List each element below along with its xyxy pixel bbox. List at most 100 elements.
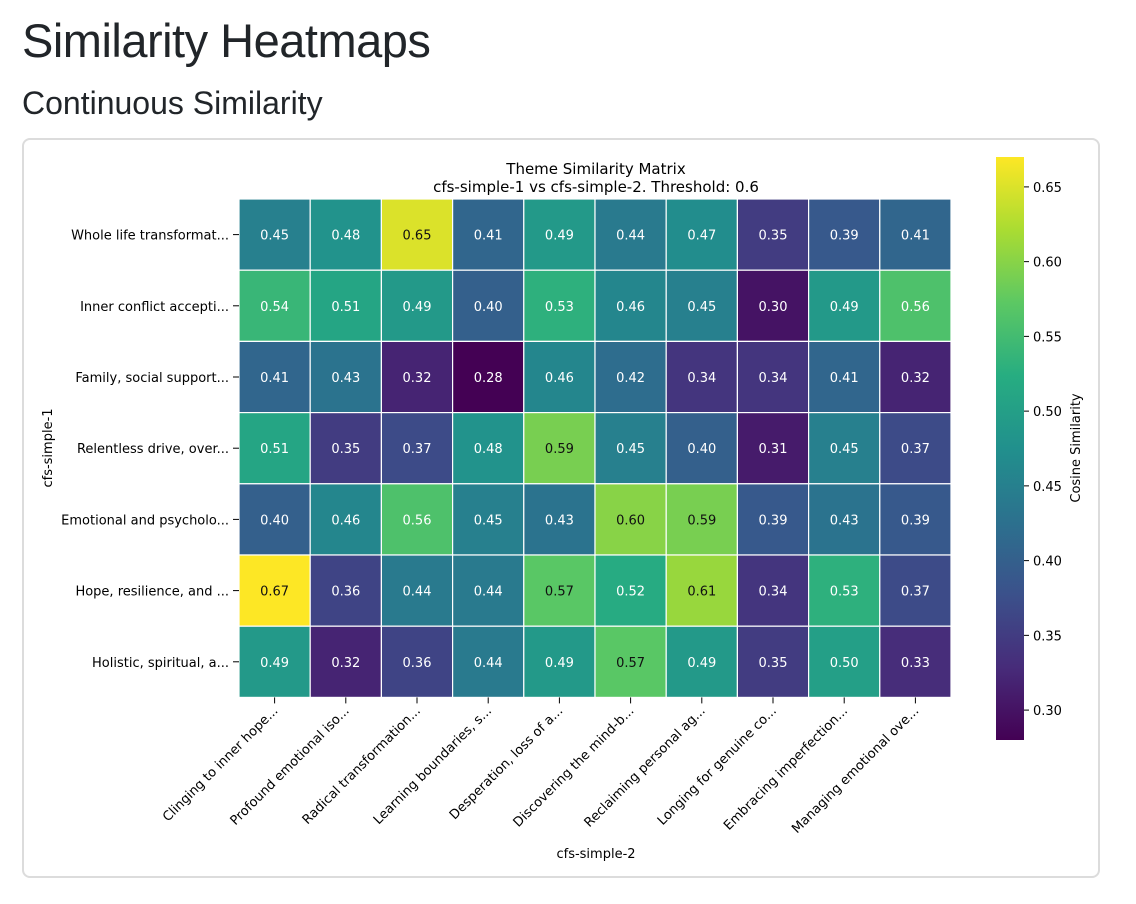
heatmap-cell	[523, 412, 596, 485]
cell-value-label: 0.46	[545, 371, 574, 386]
cell-value-label: 0.52	[616, 585, 645, 600]
cell-value-label: 0.41	[260, 371, 289, 386]
heatmap-cell	[238, 483, 311, 556]
heatmap-cell	[452, 483, 525, 556]
heatmap-cell	[736, 483, 810, 556]
colorbar-tick-label: 0.50	[1033, 405, 1062, 420]
cell-value-label: 0.49	[403, 300, 432, 315]
cell-value-label: 0.32	[331, 656, 360, 671]
y-axis-label: cfs-simple-1	[41, 408, 56, 487]
heatmap-cell	[309, 625, 383, 699]
heatmap-cell	[452, 554, 525, 627]
heatmap-cell	[879, 412, 952, 485]
heatmap-cell	[523, 340, 596, 414]
cell-value-label: 0.34	[759, 371, 788, 386]
cell-value-label: 0.43	[545, 513, 574, 528]
cell-value-label: 0.41	[901, 229, 930, 244]
colorbar	[996, 157, 1024, 740]
colorbar-tick-label: 0.40	[1033, 555, 1062, 570]
cell-value-label: 0.44	[616, 229, 645, 244]
cell-value-label: 0.35	[331, 442, 360, 457]
cell-value-label: 0.44	[403, 585, 432, 600]
y-tick-label: Inner conflict accepti...	[80, 300, 229, 315]
cell-value-label: 0.46	[331, 513, 360, 528]
cell-value-label: 0.51	[331, 300, 360, 315]
cell-value-label: 0.40	[260, 513, 289, 528]
cell-value-label: 0.41	[830, 371, 859, 386]
colorbar-tick-label: 0.45	[1033, 480, 1062, 495]
x-tick-label: Reclaiming personal ag...	[582, 704, 709, 831]
heatmap-cell	[380, 625, 454, 699]
x-tick-label: Desperation, loss of a...	[447, 704, 566, 823]
heatmap-cell	[309, 412, 383, 485]
cell-value-label: 0.32	[403, 371, 432, 386]
cell-value-label: 0.49	[830, 300, 859, 315]
cell-value-label: 0.54	[260, 300, 289, 315]
cell-value-label: 0.37	[901, 442, 930, 457]
cell-value-label: 0.57	[545, 585, 574, 600]
cell-value-label: 0.39	[830, 229, 859, 244]
colorbar-label: Cosine Similarity	[1069, 393, 1084, 503]
cell-value-label: 0.45	[830, 442, 859, 457]
cell-value-label: 0.61	[687, 585, 716, 600]
cell-value-label: 0.37	[403, 442, 432, 457]
heatmap-cell	[879, 625, 952, 699]
x-tick-label: Clinging to inner hope...	[160, 704, 281, 825]
section-title: Continuous Similarity	[22, 85, 323, 121]
cell-value-label: 0.49	[545, 229, 574, 244]
heatmap-cell	[238, 554, 311, 627]
cell-value-label: 0.43	[331, 371, 360, 386]
heatmap-cell	[452, 198, 525, 271]
cell-value-label: 0.59	[687, 513, 716, 528]
cell-value-label: 0.53	[830, 585, 859, 600]
cell-value-label: 0.56	[403, 513, 432, 528]
cell-value-label: 0.37	[901, 585, 930, 600]
colorbar-tick-label: 0.35	[1033, 629, 1062, 644]
heatmap-cell	[807, 412, 881, 485]
heatmap-cell	[807, 198, 881, 271]
cell-value-label: 0.33	[901, 656, 930, 671]
heatmap-cell	[594, 269, 667, 343]
colorbar-tick-label: 0.55	[1033, 330, 1062, 345]
x-tick-label: Longing for genuine co...	[655, 704, 780, 829]
heatmap-cell	[879, 483, 952, 556]
cell-value-label: 0.40	[687, 442, 716, 457]
cell-value-label: 0.35	[759, 229, 788, 244]
cell-value-label: 0.36	[331, 585, 360, 600]
cell-value-label: 0.46	[616, 300, 645, 315]
heatmap-cell	[665, 412, 739, 485]
heatmap-cell	[879, 554, 952, 627]
heatmap-cell	[594, 412, 667, 485]
cell-value-label: 0.48	[331, 229, 360, 244]
cell-value-label: 0.45	[260, 229, 289, 244]
cell-value-label: 0.56	[901, 300, 930, 315]
x-tick-label: Discovering the mind-b...	[511, 704, 638, 831]
cell-value-label: 0.34	[759, 585, 788, 600]
cell-value-label: 0.59	[545, 442, 574, 457]
colorbar-tick-label: 0.30	[1033, 704, 1062, 719]
cell-value-label: 0.49	[687, 656, 716, 671]
heatmap-cell	[665, 625, 739, 699]
heatmap-cell	[594, 483, 667, 556]
cell-value-label: 0.48	[474, 442, 503, 457]
cell-value-label: 0.65	[403, 229, 432, 244]
x-tick-label: Profound emotional iso...	[228, 704, 353, 829]
heatmap-cell	[523, 198, 596, 271]
cell-value-label: 0.44	[474, 656, 503, 671]
heatmap-cell	[309, 269, 383, 343]
heatmap-cell	[807, 483, 881, 556]
heatmap-cell	[380, 269, 454, 343]
chart-subtitle: cfs-simple-1 vs cfs-simple-2. Threshold:…	[433, 178, 759, 196]
x-tick-label: Managing emotional ove...	[789, 704, 922, 837]
heatmap-cell	[665, 269, 739, 343]
cell-value-label: 0.51	[260, 442, 289, 457]
heatmap-cell	[665, 198, 739, 271]
heatmap-cell	[380, 554, 454, 627]
cell-value-label: 0.41	[474, 229, 503, 244]
heatmap-cell	[879, 269, 952, 343]
cell-value-label: 0.53	[545, 300, 574, 315]
heatmap-cell	[594, 198, 667, 271]
heatmap-cell	[665, 554, 739, 627]
heatmap-cell	[309, 483, 383, 556]
cell-value-label: 0.40	[474, 300, 503, 315]
